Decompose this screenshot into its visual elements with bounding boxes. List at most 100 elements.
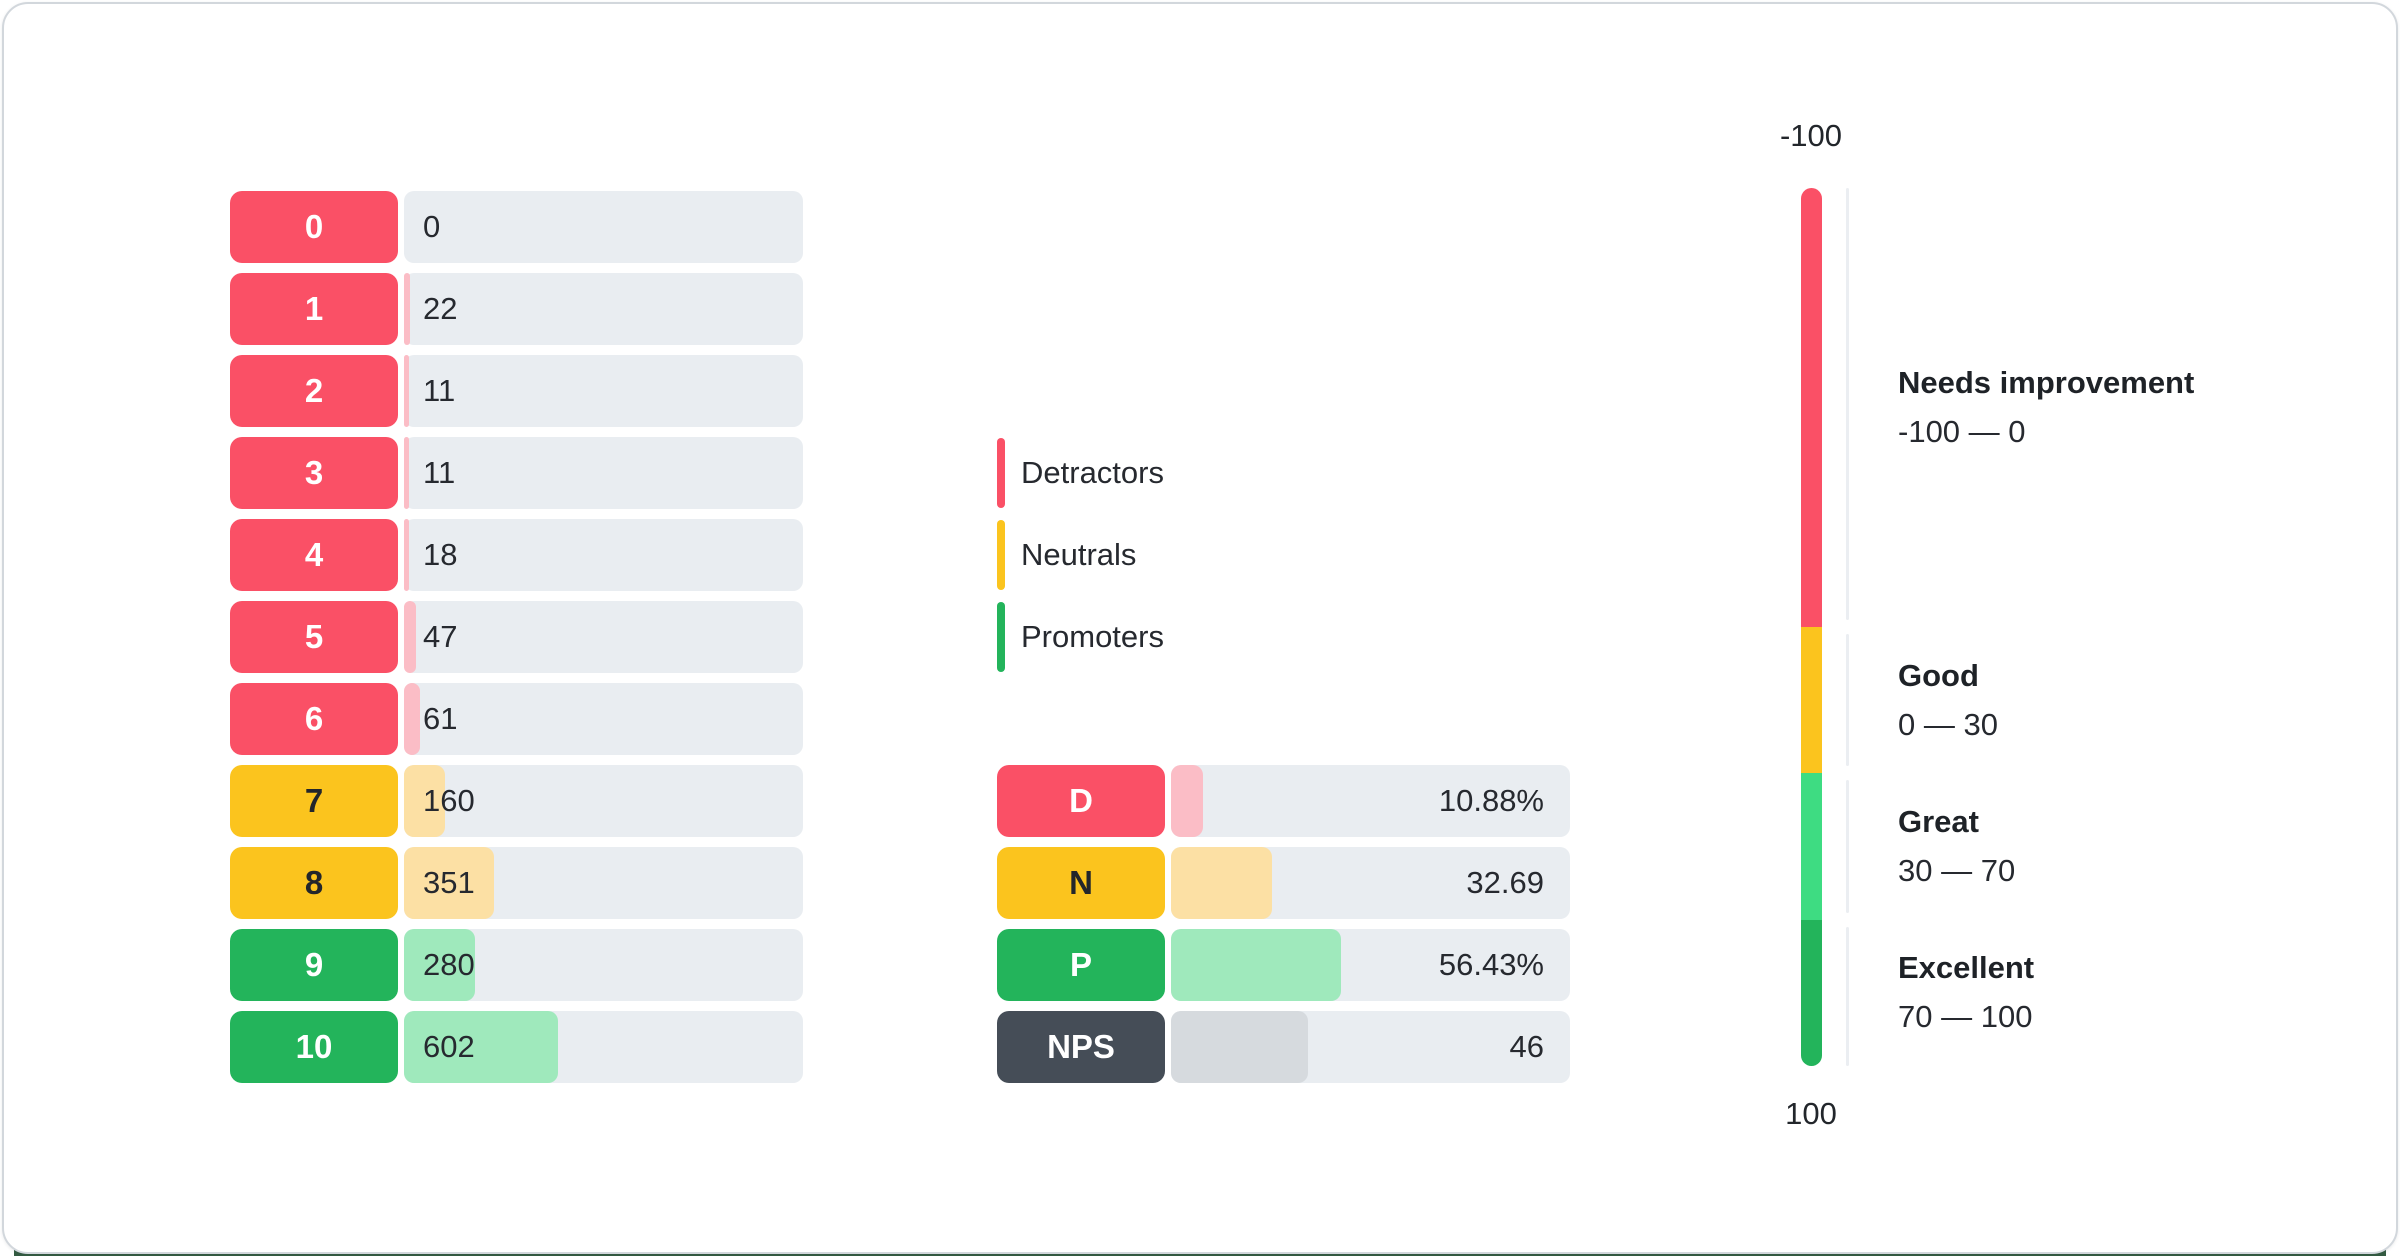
gauge-min-label: -100 bbox=[1779, 118, 1843, 153]
score-1-fill bbox=[404, 273, 410, 345]
score-row-8: 8 351 bbox=[230, 847, 803, 919]
zone-label-needs-improvement: Needs improvement -100 — 0 bbox=[1898, 188, 2368, 627]
score-10-fill bbox=[404, 1011, 558, 1083]
score-row-7: 7 160 bbox=[230, 765, 803, 837]
neutrals-color-swatch bbox=[997, 520, 1005, 590]
score-5-pill[interactable]: 5 bbox=[230, 601, 398, 673]
score-10-pill[interactable]: 10 bbox=[230, 1011, 398, 1083]
score-row-10: 10 602 bbox=[230, 1011, 803, 1083]
nps-fill bbox=[1171, 1011, 1308, 1083]
promoters-fill bbox=[1171, 929, 1342, 1001]
score-3-count: 11 bbox=[423, 455, 456, 490]
score-row-2: 2 11 bbox=[230, 355, 803, 427]
score-row-5: 5 47 bbox=[230, 601, 803, 673]
score-1-pill[interactable]: 1 bbox=[230, 273, 398, 345]
legend-label: Neutrals bbox=[1021, 537, 1137, 572]
score-8-count: 351 bbox=[423, 865, 475, 900]
gauge-zone-good bbox=[1801, 627, 1822, 774]
zone-range: 30 — 70 bbox=[1898, 853, 2016, 889]
zone-title: Good bbox=[1898, 657, 1979, 693]
score-9-pill[interactable]: 9 bbox=[230, 929, 398, 1001]
score-4-count: 18 bbox=[423, 537, 458, 572]
nps-pill[interactable]: NPS bbox=[997, 1011, 1165, 1083]
neutrals-fill bbox=[1171, 847, 1272, 919]
score-9-fill bbox=[404, 929, 476, 1001]
legend-item-promoters[interactable]: Promoters bbox=[997, 601, 1164, 673]
score-9-track: 280 bbox=[404, 929, 803, 1001]
score-6-fill bbox=[404, 683, 420, 755]
score-4-pill[interactable]: 4 bbox=[230, 519, 398, 591]
score-1-count: 22 bbox=[423, 291, 458, 326]
score-0-track: 0 bbox=[404, 191, 803, 263]
zone-title: Excellent bbox=[1898, 950, 2035, 986]
detractors-pill[interactable]: D bbox=[997, 765, 1165, 837]
promoters-track: 56.43% bbox=[1171, 929, 1570, 1001]
promoters-pill[interactable]: P bbox=[997, 929, 1165, 1001]
nps-track: 46 bbox=[1171, 1011, 1570, 1083]
neutrals-percent: 32.69 bbox=[1466, 865, 1544, 900]
score-7-fill bbox=[404, 765, 445, 837]
score-8-track: 351 bbox=[404, 847, 803, 919]
score-6-pill[interactable]: 6 bbox=[230, 683, 398, 755]
score-5-count: 47 bbox=[423, 619, 458, 654]
score-8-pill[interactable]: 8 bbox=[230, 847, 398, 919]
score-4-track: 18 bbox=[404, 519, 803, 591]
score-row-1: 1 22 bbox=[230, 273, 803, 345]
score-3-pill[interactable]: 3 bbox=[230, 437, 398, 509]
score-row-4: 4 18 bbox=[230, 519, 803, 591]
score-2-track: 11 bbox=[404, 355, 803, 427]
nps-gauge-bar bbox=[1801, 188, 1822, 1066]
zone-label-excellent: Excellent 70 — 100 bbox=[1898, 920, 2368, 1066]
zone-title: Great bbox=[1898, 804, 1979, 840]
score-10-track: 602 bbox=[404, 1011, 803, 1083]
zone-label-great: Great 30 — 70 bbox=[1898, 773, 2368, 919]
score-3-fill bbox=[404, 437, 409, 509]
gauge-zone-needs-improvement bbox=[1801, 188, 1822, 627]
promoters-percent: 56.43% bbox=[1438, 947, 1544, 982]
nps-score: 46 bbox=[1509, 1029, 1544, 1064]
score-10-count: 602 bbox=[423, 1029, 475, 1064]
neutrals-pill[interactable]: N bbox=[997, 847, 1165, 919]
legend-label: Detractors bbox=[1021, 455, 1164, 490]
score-7-track: 160 bbox=[404, 765, 803, 837]
score-6-count: 61 bbox=[423, 701, 458, 736]
gauge-max-label: 100 bbox=[1785, 1096, 1837, 1131]
score-2-count: 11 bbox=[423, 373, 456, 408]
detractors-color-swatch bbox=[997, 438, 1005, 508]
gauge-axis-segment bbox=[1846, 188, 1849, 627]
legend-item-neutrals[interactable]: Neutrals bbox=[997, 519, 1164, 591]
gauge-axis-segment bbox=[1846, 627, 1849, 773]
score-2-pill[interactable]: 2 bbox=[230, 355, 398, 427]
score-0-count: 0 bbox=[423, 209, 441, 244]
neutrals-track: 32.69 bbox=[1171, 847, 1570, 919]
score-row-3: 3 11 bbox=[230, 437, 803, 509]
summary-row-detractors: D 10.88% bbox=[997, 765, 1570, 837]
zone-range: 70 — 100 bbox=[1898, 999, 2033, 1035]
detractors-fill bbox=[1171, 765, 1204, 837]
legend-label: Promoters bbox=[1021, 619, 1164, 654]
zone-label-good: Good 0 — 30 bbox=[1898, 627, 2368, 773]
detractors-percent: 10.88% bbox=[1438, 783, 1544, 818]
score-7-count: 160 bbox=[423, 783, 475, 818]
score-2-fill bbox=[404, 355, 409, 427]
score-4-fill bbox=[404, 519, 409, 591]
summary-row-nps: NPS 46 bbox=[997, 1011, 1570, 1083]
score-1-track: 22 bbox=[404, 273, 803, 345]
zone-range: -100 — 0 bbox=[1898, 414, 2026, 449]
gauge-zone-excellent bbox=[1801, 919, 1822, 1066]
gauge-axis-segment bbox=[1846, 920, 1849, 1066]
score-3-track: 11 bbox=[404, 437, 803, 509]
legend-item-detractors[interactable]: Detractors bbox=[997, 437, 1164, 509]
zone-title: Needs improvement bbox=[1898, 365, 2195, 400]
nps-summary-chart: D 10.88% N 32.69 P 56.43% bbox=[997, 765, 1570, 1093]
summary-row-promoters: P 56.43% bbox=[997, 929, 1570, 1001]
score-0-pill[interactable]: 0 bbox=[230, 191, 398, 263]
zone-range: 0 — 30 bbox=[1898, 706, 1998, 742]
score-8-fill bbox=[404, 847, 494, 919]
score-row-0: 0 0 bbox=[230, 191, 803, 263]
score-row-6: 6 61 bbox=[230, 683, 803, 755]
gauge-zone-great bbox=[1801, 773, 1822, 920]
score-7-pill[interactable]: 7 bbox=[230, 765, 398, 837]
gauge-axis-line bbox=[1846, 188, 1849, 1066]
